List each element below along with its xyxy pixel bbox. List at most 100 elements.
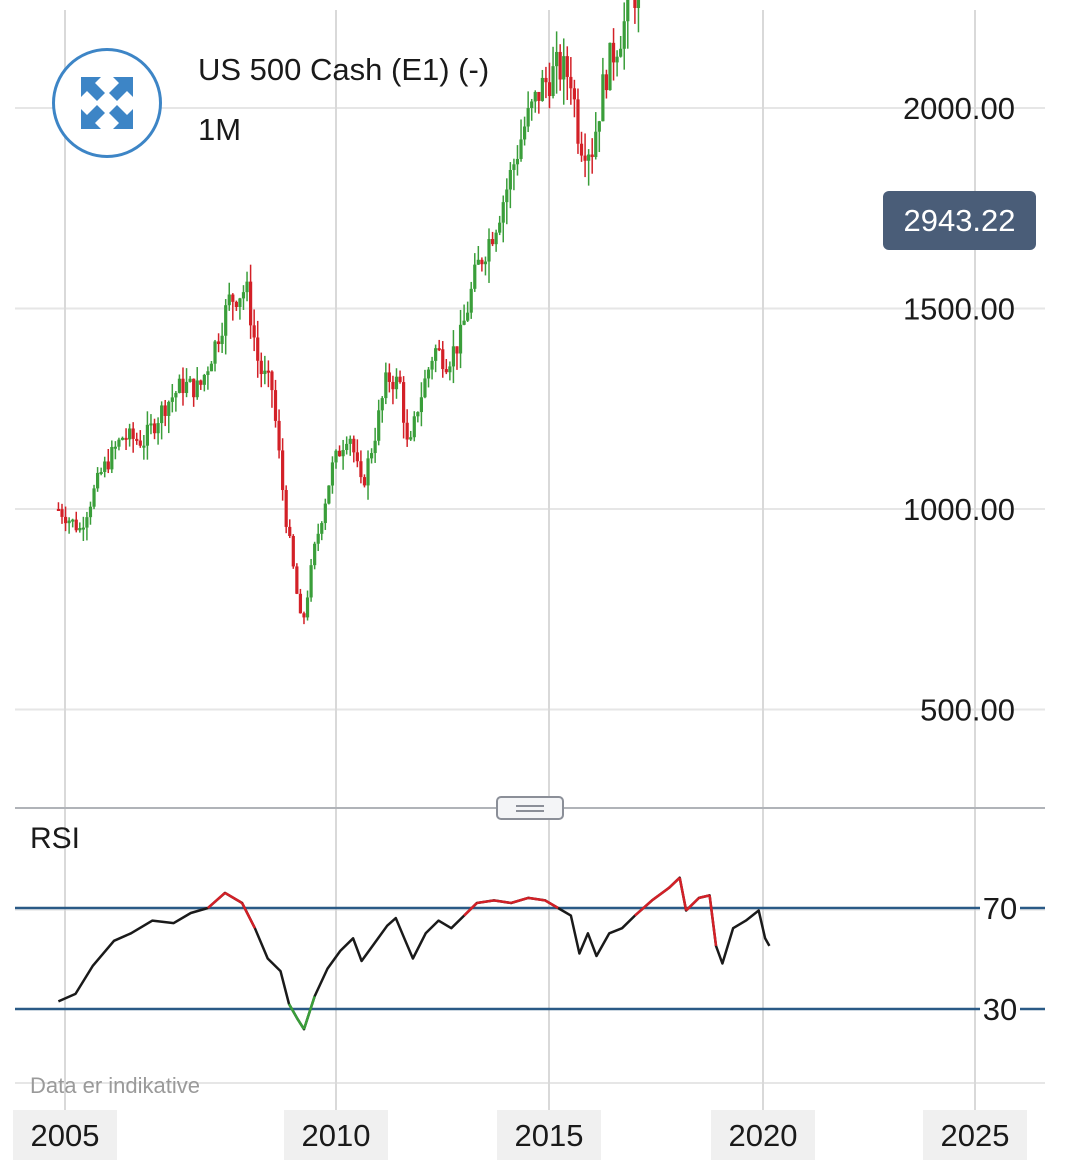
candle-body (490, 239, 495, 245)
candle-body (540, 77, 544, 101)
candle-body (224, 305, 228, 336)
candle-body (508, 169, 512, 190)
candle-body (249, 281, 253, 326)
candle-body (455, 346, 459, 354)
candle-body (391, 381, 395, 390)
candle-body (316, 533, 320, 544)
candle-body (359, 461, 363, 478)
candle-body (131, 428, 135, 439)
candle-body (245, 281, 249, 293)
candle-body (441, 349, 445, 370)
year-tick-label: 2010 (302, 1118, 371, 1153)
candle-body (576, 99, 580, 144)
candle-body (152, 423, 157, 434)
rsi-oversold-segment (302, 995, 316, 1030)
price-tick-label: 500.00 (920, 693, 1015, 728)
candle-body (355, 452, 359, 462)
candle-body (569, 76, 573, 89)
candle-body (430, 360, 434, 370)
year-tick-label: 2020 (729, 1118, 798, 1153)
rsi-overbought-segment (493, 899, 512, 905)
candle-body (71, 519, 75, 522)
rsi-overbought-segment (463, 902, 478, 917)
candle-body (238, 298, 242, 308)
candle-body (234, 301, 238, 308)
price-tick-label: 1000.00 (903, 492, 1015, 527)
candle-body (419, 397, 423, 413)
candle-body (426, 369, 431, 379)
expand-button[interactable] (52, 48, 162, 158)
panel-resize-handle[interactable] (496, 796, 564, 820)
rsi-overbought-segment (527, 896, 546, 902)
candle-body (284, 490, 288, 527)
candle-body (99, 471, 103, 474)
candle-body (142, 445, 146, 448)
candle-body (633, 0, 637, 8)
rsi-line (57, 876, 771, 1031)
candle-body (110, 446, 114, 470)
candle-body (572, 88, 577, 100)
candle-body (106, 461, 110, 470)
candle-body (334, 450, 338, 463)
candle-body (145, 424, 150, 446)
candle-body (156, 423, 160, 434)
candle-body (611, 42, 616, 63)
rsi-overbought-segment (224, 891, 243, 905)
candle-body (476, 259, 480, 265)
candle-body (398, 376, 402, 383)
year-label-bg (13, 1110, 117, 1160)
rsi-overbought-segment (685, 897, 700, 912)
candle-body (56, 509, 61, 511)
candle-body (402, 382, 406, 423)
expand-arrows-icon (81, 77, 133, 129)
candle-body (626, 0, 630, 22)
rsi-overbought-segment (510, 896, 529, 905)
candle-body (281, 450, 285, 491)
rsi-tick-label: 70 (983, 891, 1017, 926)
candle-body (345, 443, 349, 451)
candle-body (369, 453, 374, 459)
rsi-overbought-segment (207, 891, 226, 909)
period-label[interactable]: 1M (198, 112, 242, 147)
candle-body (220, 335, 224, 345)
candle-body (195, 380, 199, 398)
candle-body (227, 294, 231, 306)
candle-body (206, 371, 210, 375)
candle-body (579, 143, 584, 156)
candle-body (81, 527, 85, 530)
candle-body (469, 288, 473, 313)
candle-body (113, 446, 117, 449)
candle-body (409, 437, 413, 440)
candle-body (216, 341, 221, 345)
candle-body (199, 380, 203, 385)
candle-body (480, 259, 484, 265)
candle-body (458, 324, 463, 354)
candle-body (88, 506, 93, 518)
candle-body (636, 0, 641, 8)
candle-body (394, 376, 399, 390)
rsi-overbought-segment (708, 895, 718, 947)
candle-body (608, 42, 612, 91)
candle-body (498, 222, 502, 233)
candle-body (437, 348, 441, 351)
candle-body (466, 312, 470, 321)
candle-body (537, 91, 541, 101)
candle-body (494, 232, 498, 245)
candle-body (519, 139, 523, 159)
year-tick-label: 2005 (31, 1118, 100, 1153)
candle-body (78, 528, 82, 531)
candle-body (138, 440, 142, 446)
candle-body (590, 154, 594, 158)
candle-body (209, 363, 214, 372)
candle-body (92, 488, 96, 507)
candle-body (555, 51, 559, 67)
year-label-bg (711, 1110, 815, 1160)
candle-body (241, 292, 246, 299)
candle-body (291, 536, 295, 567)
candle-body (448, 366, 452, 373)
candle-body (487, 239, 491, 262)
rsi-oversold-segment (287, 1003, 299, 1020)
rsi-overbought-segment (698, 894, 710, 900)
rsi-tick-bg (980, 992, 1020, 1026)
